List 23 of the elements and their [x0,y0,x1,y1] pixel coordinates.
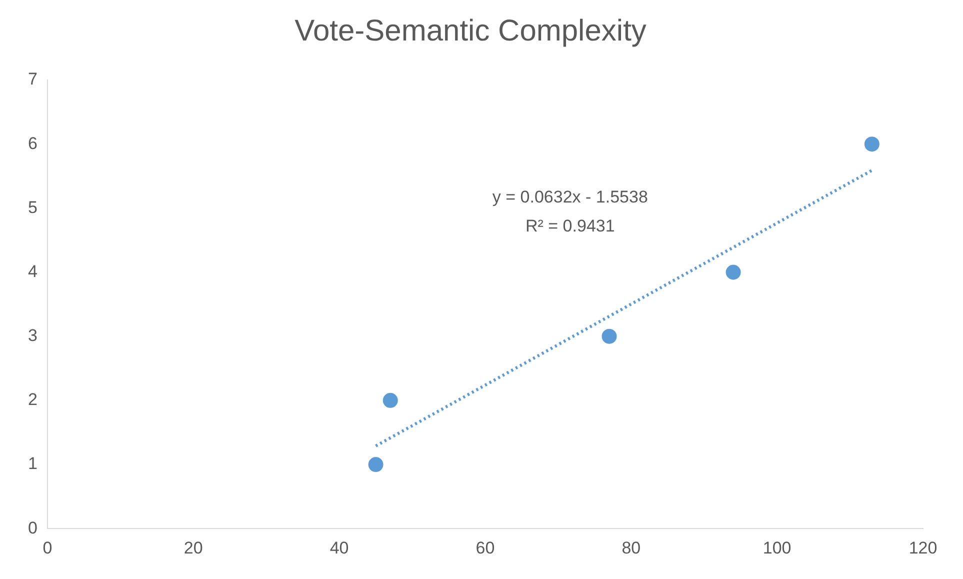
point [864,136,880,152]
point [382,392,398,408]
x-tick-label: 100 [762,538,792,558]
chart-title: Vote-Semantic Complexity [294,14,646,48]
x-tick-label: 0 [42,538,52,558]
x-tick-label: 60 [476,538,495,558]
y-tick-label: 3 [28,326,38,346]
point [602,328,617,344]
y-tick-label: 7 [28,70,38,89]
x-tick-label: 20 [184,538,203,558]
y-tick-label: 2 [28,390,38,410]
y-tick-label: 5 [28,198,38,217]
y-tick-label: 6 [28,134,38,153]
annotation: y = 0.0632x - 1.5538 [492,188,648,207]
point [368,457,384,472]
annotation: R² = 0.9431 [526,216,615,236]
point [726,264,741,280]
y-tick-label: 4 [28,262,38,281]
x-tick-label: 80 [622,538,641,558]
x-tick-label: 40 [330,538,349,558]
y-tick-label: 1 [28,454,38,474]
y-tick-label: 0 [28,518,38,538]
x-tick-label: 120 [908,538,938,558]
